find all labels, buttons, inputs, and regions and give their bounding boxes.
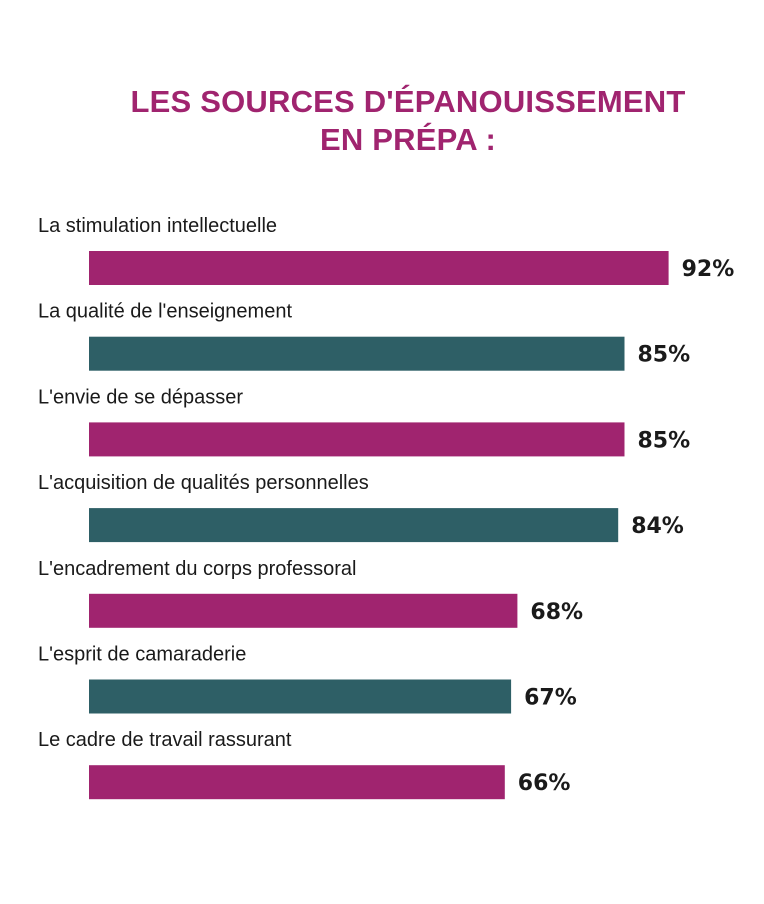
- category-label: Le cadre de travail rassurant: [38, 729, 292, 751]
- value-label: 67%: [524, 686, 577, 711]
- bar: [89, 251, 669, 285]
- category-label: L'acquisition de qualités personnelles: [38, 472, 369, 494]
- bar: [89, 593, 518, 628]
- value-label: 68%: [530, 600, 583, 625]
- chart-title-line-1: LES SOURCES D'ÉPANOUISSEMENT: [131, 84, 686, 119]
- bar: [89, 508, 619, 543]
- value-label: 92%: [682, 257, 735, 282]
- value-label: 85%: [638, 428, 691, 453]
- bar: [89, 679, 512, 714]
- chart-title-line-2: EN PRÉPA :: [320, 122, 496, 157]
- category-label: La qualité de l'enseignement: [38, 301, 292, 323]
- value-label: 85%: [638, 343, 691, 368]
- bars-group: La stimulation intellectuelle 92% La quali…: [38, 215, 735, 800]
- category-label: L'esprit de camaraderie: [38, 644, 246, 666]
- bar: [89, 765, 505, 800]
- bar: [89, 336, 625, 371]
- category-label: L'encadrement du corps professoral: [38, 558, 356, 580]
- value-label: 66%: [518, 771, 571, 796]
- category-label: La stimulation intellectuelle: [38, 215, 277, 237]
- category-label: L'envie de se dépasser: [38, 386, 243, 408]
- bar: [89, 422, 625, 457]
- value-label: 84%: [631, 514, 684, 539]
